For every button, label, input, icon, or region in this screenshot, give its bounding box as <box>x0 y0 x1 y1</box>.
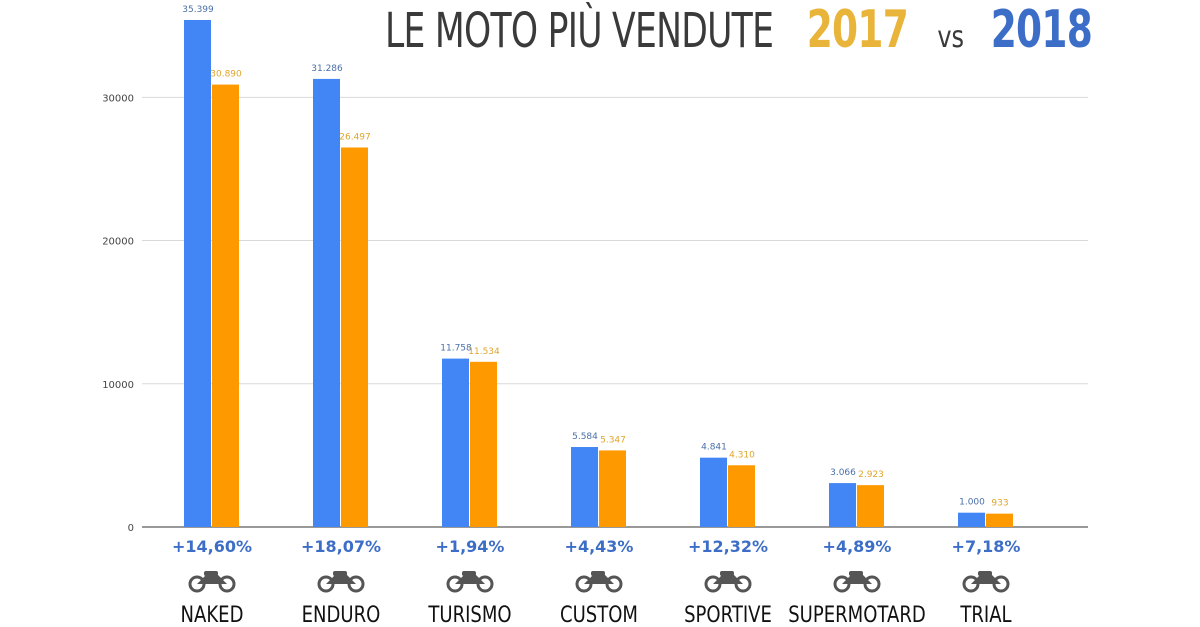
title-main: LE MOTO PIÙ VENDUTE <box>384 3 774 59</box>
percent-change-label: +18,07% <box>301 537 381 556</box>
title-year-2017: 2017 <box>806 0 909 60</box>
bar-2018 <box>958 512 985 527</box>
category-label: TRIAL <box>959 601 1012 627</box>
percent-change-label: +4,43% <box>565 537 634 556</box>
percent-change-label: +7,18% <box>952 537 1021 556</box>
data-label-2017: 4.310 <box>729 450 755 460</box>
bar-2018 <box>829 483 856 527</box>
data-label-2017: 2.923 <box>858 470 884 480</box>
data-label-2018: 4.841 <box>701 443 727 453</box>
category-label: TURISMO <box>427 601 511 627</box>
bar-2017 <box>212 84 239 528</box>
bar-2018 <box>313 78 340 527</box>
data-label-2018: 31.286 <box>311 64 343 74</box>
touring-motorcycle-icon <box>446 571 494 593</box>
bar-2017 <box>986 513 1013 527</box>
bar-2017 <box>599 450 626 527</box>
data-label-2017: 30.890 <box>210 70 242 80</box>
title-vs: vs <box>937 20 964 55</box>
data-label-2018: 1.000 <box>959 498 985 508</box>
supermotard-motorcycle-icon <box>833 571 881 593</box>
percent-change-label: +14,60% <box>172 537 252 556</box>
percent-change-label: +12,32% <box>688 537 768 556</box>
y-tick-label: 10000 <box>102 380 134 391</box>
percent-change-label: +1,94% <box>436 537 505 556</box>
category-label: SUPERMOTARD <box>788 601 926 627</box>
data-label-2018: 5.584 <box>572 432 598 442</box>
bar-2018 <box>700 457 727 527</box>
data-label-2017: 26.497 <box>339 132 371 142</box>
bar-2018 <box>184 20 211 527</box>
sport-motorcycle-icon <box>704 571 752 593</box>
enduro-motorcycle-icon <box>317 571 365 593</box>
category-label: SPORTIVE <box>684 601 772 627</box>
y-tick-label: 20000 <box>102 237 134 248</box>
bar-2017 <box>728 465 755 527</box>
chart-title: LE MOTO PIÙ VENDUTE 2017 vs 2018 <box>234 0 1112 62</box>
bar-2018 <box>442 358 469 527</box>
title-year-2018: 2018 <box>990 0 1093 60</box>
category-label: CUSTOM <box>560 601 638 627</box>
naked-motorcycle-icon <box>188 571 236 593</box>
data-label-2017: 933 <box>991 499 1008 509</box>
data-label-2018: 3.066 <box>830 468 856 478</box>
custom-motorcycle-icon <box>575 571 623 593</box>
data-label-2017: 11.534 <box>468 347 500 357</box>
bar-2017 <box>857 485 884 527</box>
y-tick-label: 0 <box>128 523 134 534</box>
data-label-2017: 5.347 <box>600 435 626 445</box>
bar-2018 <box>571 447 598 527</box>
percent-change-label: +4,89% <box>823 537 892 556</box>
category-label: NAKED <box>181 601 244 627</box>
bar-2017 <box>470 361 497 527</box>
data-label-2018: 35.399 <box>182 5 214 15</box>
data-label-2018: 11.758 <box>440 344 472 354</box>
y-tick-label: 30000 <box>102 93 134 104</box>
trial-motorcycle-icon <box>962 571 1010 593</box>
category-label: ENDURO <box>302 601 381 627</box>
bar-2017 <box>341 147 368 527</box>
